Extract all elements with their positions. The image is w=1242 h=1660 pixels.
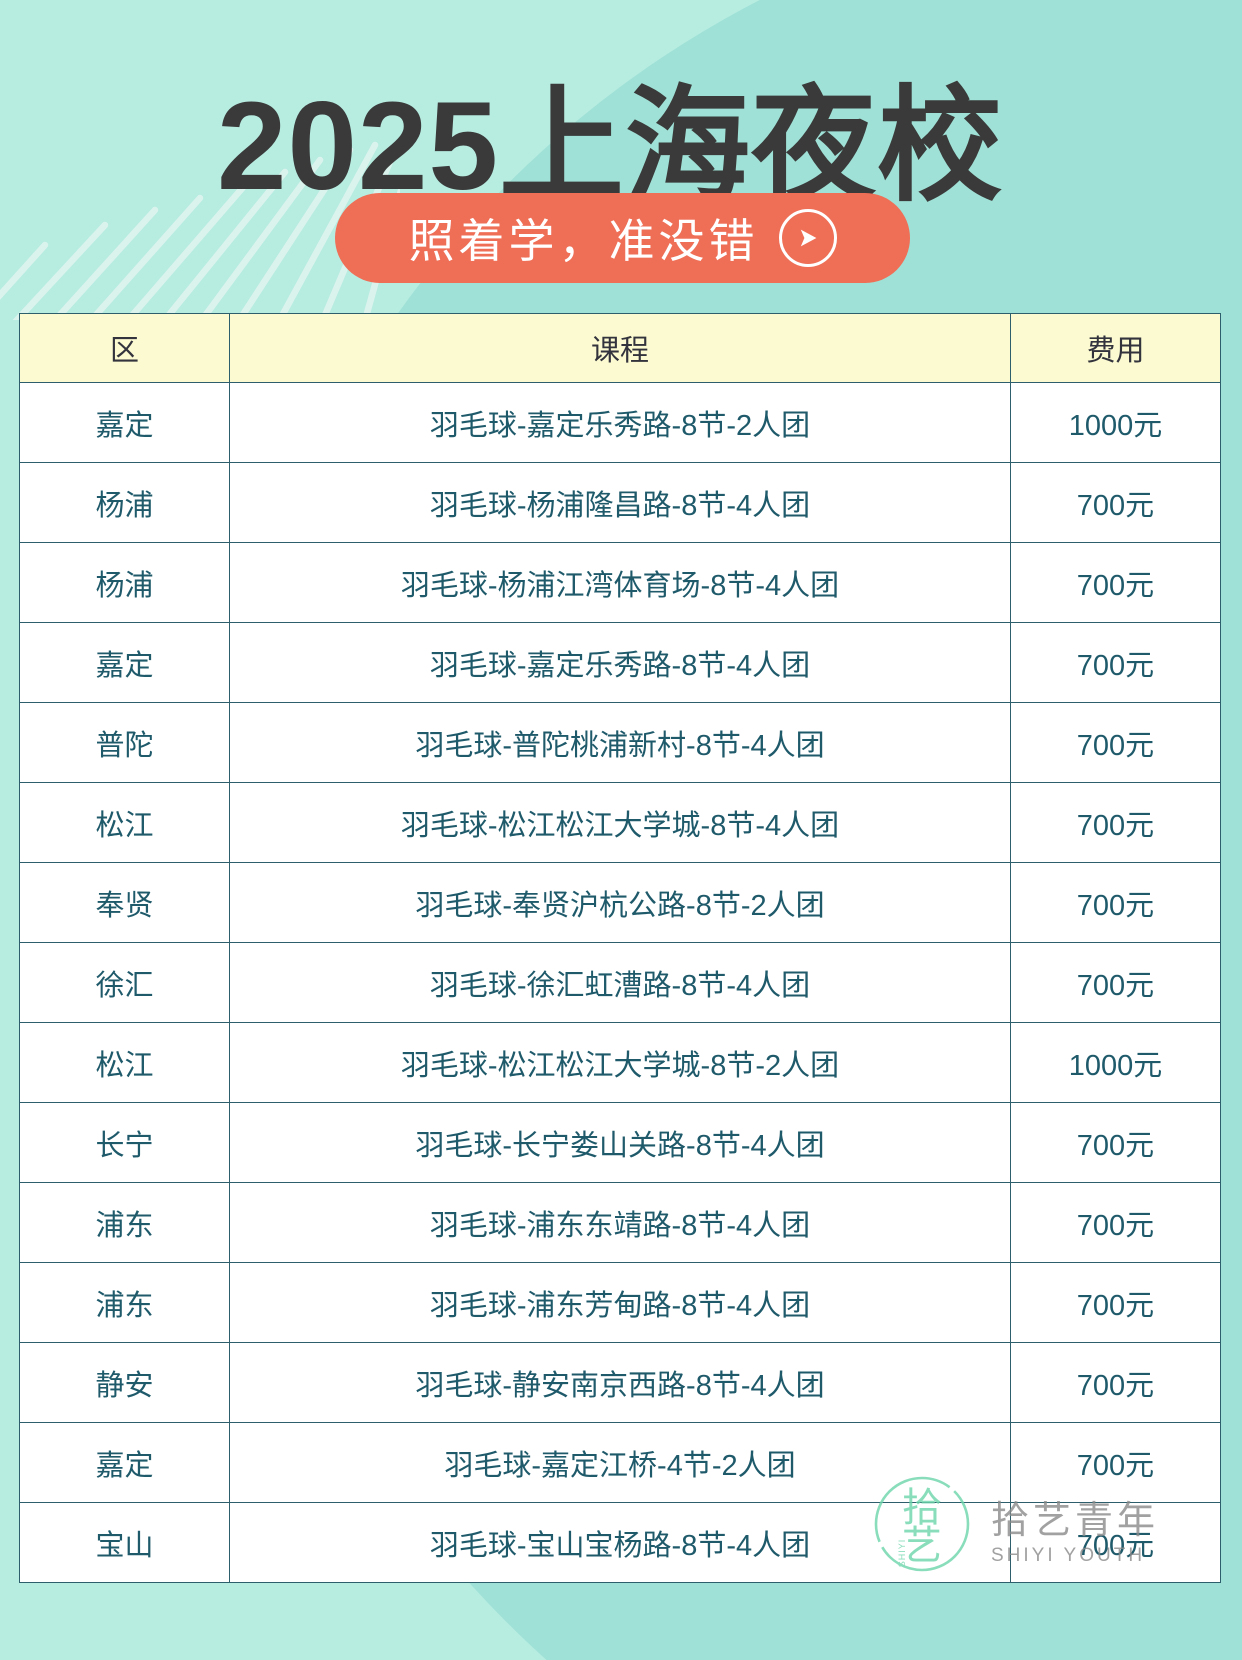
svg-text:SHIYI: SHIYI xyxy=(897,1539,907,1568)
svg-text:艺: 艺 xyxy=(902,1524,942,1568)
svg-text:SHIYI YOUTH: SHIYI YOUTH xyxy=(991,1545,1145,1566)
svg-text:拾艺青年: 拾艺青年 xyxy=(991,1500,1159,1542)
